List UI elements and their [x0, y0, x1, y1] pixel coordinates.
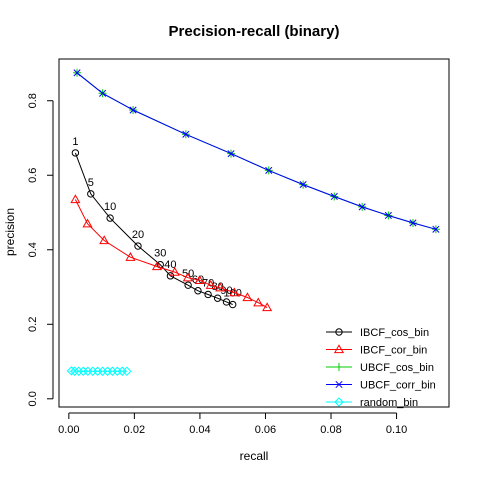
circle-marker	[213, 294, 222, 302]
cross-marker	[129, 106, 137, 114]
cross-marker	[335, 380, 343, 389]
triangle-marker	[194, 275, 205, 284]
cross-marker	[73, 69, 81, 77]
triangle-marker	[333, 344, 345, 354]
axes: 0.00 0.02 0.04 0.06 0.08 0.10 0.0 0.2 0.4 0.6 0.8	[27, 93, 407, 436]
diamond-marker	[66, 366, 77, 376]
circle-marker	[194, 287, 202, 295]
point-label: 100	[224, 288, 242, 300]
triangle-marker	[70, 194, 81, 204]
y-axis-label: precision	[3, 208, 17, 256]
series-line	[74, 152, 233, 305]
plus-marker	[335, 363, 343, 371]
triangle-marker	[99, 235, 110, 245]
triangle-marker	[169, 266, 180, 276]
legend-label: IBCF_cos_bin	[360, 327, 429, 339]
y-tick-label: 0.2	[27, 317, 39, 332]
point-label: 70	[202, 277, 214, 289]
legend-item: IBCF_cor_bin	[326, 344, 427, 357]
cross-marker	[265, 166, 273, 174]
circle-marker	[228, 300, 237, 309]
series-random_bin	[66, 366, 132, 376]
legend-item: random_bin	[326, 397, 418, 409]
circle-marker	[71, 149, 80, 157]
point-label: 40	[164, 259, 176, 271]
x-axis-label: recall	[240, 449, 269, 463]
x-tick-label: 0.06	[255, 424, 276, 436]
circle-marker	[87, 190, 95, 198]
triangle-marker	[253, 297, 264, 307]
point-label: 5	[88, 177, 94, 189]
x-tick-label: 0.00	[58, 424, 79, 436]
triangle-marker	[205, 279, 216, 289]
y-tick-label: 0.4	[27, 242, 39, 257]
triangle-marker	[182, 272, 193, 282]
series-UBCF_cos_bin	[73, 68, 440, 234]
circle-marker	[184, 281, 192, 289]
chart-title: Precision-recall (binary)	[169, 23, 340, 40]
circle-marker	[204, 290, 212, 299]
triangle-marker	[215, 282, 226, 292]
x-tick-label: 0.08	[320, 424, 341, 436]
diamond-marker	[334, 397, 344, 407]
triangle-marker	[125, 252, 136, 261]
plot-frame	[58, 58, 450, 408]
legend: IBCF_cos_bin IBCF_cor_bin UBCF_cos_bin UBCF…	[318, 320, 448, 409]
circle-marker	[222, 298, 231, 306]
series-UBCF_corr_bin	[73, 69, 440, 233]
cross-marker	[299, 181, 307, 189]
cross-marker	[409, 219, 417, 227]
triangle-marker	[151, 261, 163, 271]
legend-label: random_bin	[360, 397, 418, 409]
series-IBCF_cor_bin	[70, 194, 273, 312]
diamond-marker	[78, 366, 88, 376]
point-label: 30	[154, 248, 166, 260]
cross-marker	[182, 130, 190, 138]
series-line	[76, 72, 437, 230]
legend-item: IBCF_cos_bin	[326, 327, 429, 339]
cross-marker	[432, 225, 440, 233]
legend-label: UBCF_cos_bin	[360, 362, 434, 374]
y-tick-label: 0.0	[27, 391, 39, 406]
triangle-marker	[82, 218, 93, 228]
point-label: 1	[72, 136, 78, 148]
legend-box	[318, 320, 448, 406]
x-tick-label: 0.02	[124, 424, 145, 436]
x-tick-label: 0.04	[189, 424, 210, 436]
y-tick-label: 0.8	[27, 93, 39, 108]
diamond-marker	[117, 366, 127, 376]
diamond-marker	[73, 366, 84, 376]
triangle-marker	[262, 302, 273, 312]
cross-marker	[227, 150, 235, 158]
circle-marker	[335, 328, 343, 336]
circle-marker	[106, 214, 114, 222]
legend-item: UBCF_corr_bin	[326, 380, 436, 392]
y-tick-label: 0.6	[27, 168, 39, 183]
diamond-marker	[70, 366, 80, 376]
point-label: 10	[104, 201, 116, 213]
point-label: 20	[132, 229, 144, 241]
triangle-marker	[229, 287, 240, 297]
series-line	[76, 72, 437, 230]
circle-marker	[166, 272, 175, 280]
legend-label: IBCF_cor_bin	[360, 345, 427, 357]
cross-marker	[330, 192, 338, 201]
triangle-marker	[242, 292, 253, 302]
circle-marker	[134, 242, 142, 250]
diamond-marker	[122, 366, 132, 376]
point-label: 90	[220, 285, 232, 297]
cross-marker	[384, 211, 392, 220]
x-tick-label: 0.10	[386, 424, 407, 436]
legend-item: UBCF_cos_bin	[326, 362, 434, 374]
legend-label: UBCF_corr_bin	[360, 380, 436, 392]
cross-marker	[358, 203, 366, 211]
cross-marker	[99, 89, 107, 97]
